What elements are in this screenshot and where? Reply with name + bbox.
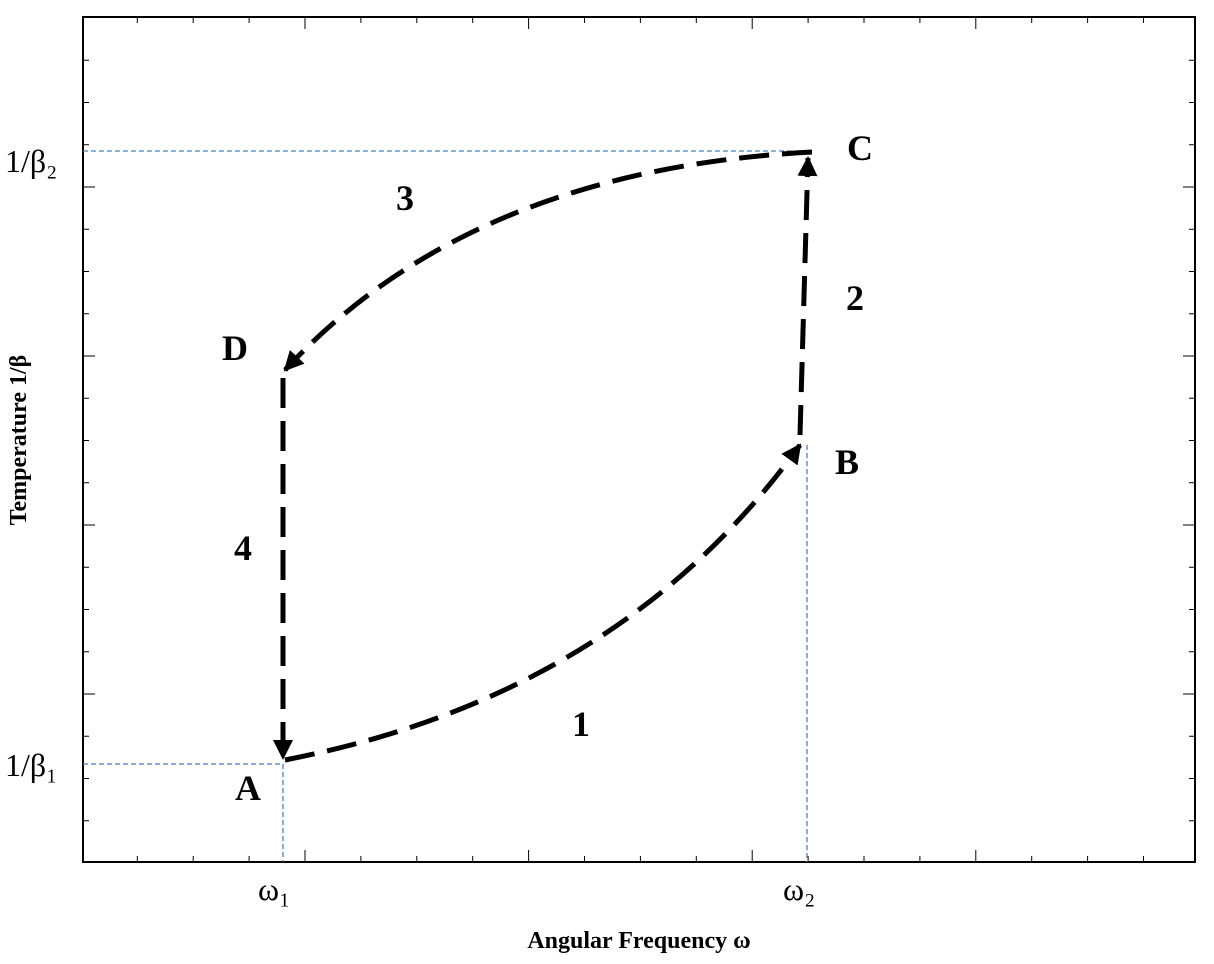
- process-path: [797, 156, 818, 436]
- x-tick-label: ω₁: [258, 871, 290, 907]
- point-label: C: [847, 128, 873, 168]
- point-label: B: [835, 442, 859, 482]
- y-axis-label: Temperature 1/β: [6, 355, 32, 526]
- axis-ticks: [83, 17, 1195, 862]
- x-axis-label: Angular Frequency ω: [527, 928, 750, 954]
- plot-frame: [82, 16, 1196, 863]
- process-path: [283, 149, 813, 372]
- process-path: [284, 443, 803, 763]
- point-label: A: [235, 768, 261, 808]
- point-label: D: [222, 328, 248, 368]
- process-label: 2: [846, 278, 864, 318]
- process-label: 4: [234, 528, 252, 568]
- process-label: 1: [572, 704, 590, 744]
- y-tick-label: 1/β₂: [5, 143, 57, 179]
- process-label: 3: [396, 178, 414, 218]
- y-tick-label: 1/β₁: [5, 747, 57, 783]
- x-tick-label: ω₂: [783, 871, 815, 907]
